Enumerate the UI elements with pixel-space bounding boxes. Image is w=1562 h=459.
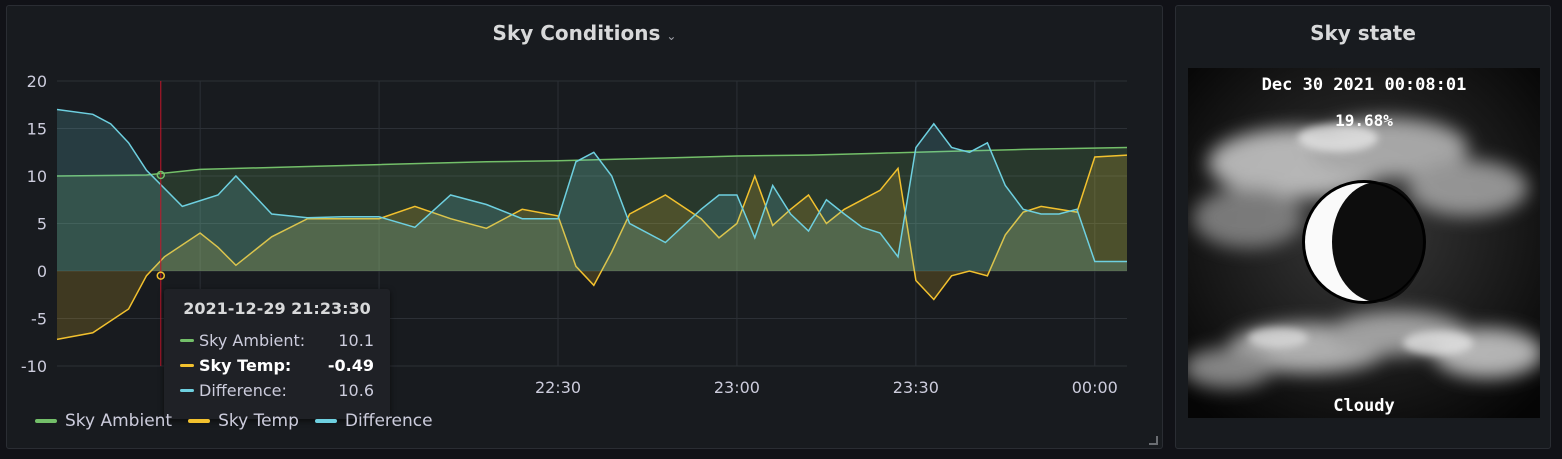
chart-area[interactable]: 20 15 10 5 0 -5 -10 22:30 23:00 23:30 00:00 xyxy=(7,6,1162,448)
legend-swatch xyxy=(188,419,211,423)
sky-state-image: Dec 30 2021 00:08:01 19.68% Cloudy xyxy=(1188,68,1540,418)
panel-title-text[interactable]: Sky Conditions xyxy=(492,21,661,45)
tooltip-value: 10.6 xyxy=(338,381,374,400)
tooltip-value: -0.49 xyxy=(327,356,374,375)
legend-swatch xyxy=(314,419,337,423)
series-line-2 xyxy=(56,108,1127,263)
hover-point xyxy=(156,271,166,280)
y-tick-label: 5 xyxy=(37,215,47,234)
tooltip-label: Sky Temp: xyxy=(199,356,292,375)
y-tick-label: -5 xyxy=(31,310,47,329)
legend-label[interactable]: Sky Temp xyxy=(218,411,299,431)
hover-point xyxy=(156,170,166,180)
series-area-2 xyxy=(57,109,1127,271)
sky-conditions-panel: Sky Conditions ⌄ 20 15 10 5 0 -5 -10 22:30 23:00 2… xyxy=(6,5,1163,449)
x-tick-label: 22:30 xyxy=(535,378,581,397)
series-area-1 xyxy=(57,155,1127,340)
y-tick-label: 20 xyxy=(27,72,47,91)
legend-label[interactable]: Sky Ambient xyxy=(65,411,173,431)
x-tick-label: 23:30 xyxy=(893,378,939,397)
sky-percent: 19.68% xyxy=(1335,111,1393,130)
tooltip-label: Difference: xyxy=(199,381,287,400)
y-tick-label: 15 xyxy=(27,120,47,139)
legend-label[interactable]: Difference xyxy=(344,411,433,431)
legend-item-difference[interactable]: Difference xyxy=(314,411,433,431)
sky-state-panel: Sky state xyxy=(1175,5,1551,449)
y-tick-label: 0 xyxy=(37,262,47,281)
tooltip-time: 2021-12-29 21:23:30 xyxy=(183,299,371,318)
tooltip-row: Sky Temp: -0.49 xyxy=(180,353,374,378)
chevron-down-icon[interactable]: ⌄ xyxy=(666,29,677,43)
moon-icon xyxy=(1302,180,1426,304)
sky-timestamp: Dec 30 2021 00:08:01 xyxy=(1262,75,1467,95)
x-tick-label: 00:00 xyxy=(1072,378,1118,397)
series-area-0 xyxy=(57,147,1127,271)
legend-item-sky-ambient[interactable]: Sky Ambient xyxy=(35,411,172,431)
legend-swatch xyxy=(35,419,57,423)
series-line-1 xyxy=(56,154,1128,341)
series-line-0 xyxy=(56,146,1128,177)
tooltip-row: Difference: 10.6 xyxy=(180,378,374,403)
x-tick-label: 23:00 xyxy=(714,378,760,397)
tooltip-swatch xyxy=(180,339,194,342)
chart-legend: Sky Ambient Sky Temp Difference xyxy=(35,411,433,431)
tooltip-row: Sky Ambient: 10.1 xyxy=(180,328,374,353)
tooltip-swatch xyxy=(180,364,194,367)
tooltip-value: 10.1 xyxy=(338,331,374,350)
panel-title[interactable]: Sky Conditions ⌄ xyxy=(7,21,1162,45)
legend-item-sky-temp[interactable]: Sky Temp xyxy=(188,411,299,431)
chart-tooltip: 2021-12-29 21:23:30 Sky Ambient: 10.1 Sk… xyxy=(164,289,390,419)
panel-title[interactable]: Sky state xyxy=(1310,21,1416,45)
tooltip-label: Sky Ambient: xyxy=(199,331,306,350)
tooltip-swatch xyxy=(180,389,194,392)
sky-condition: Cloudy xyxy=(1333,396,1394,416)
resize-handle-icon[interactable] xyxy=(1149,436,1158,445)
y-tick-label: 10 xyxy=(27,167,47,186)
y-tick-label: -10 xyxy=(21,357,47,376)
